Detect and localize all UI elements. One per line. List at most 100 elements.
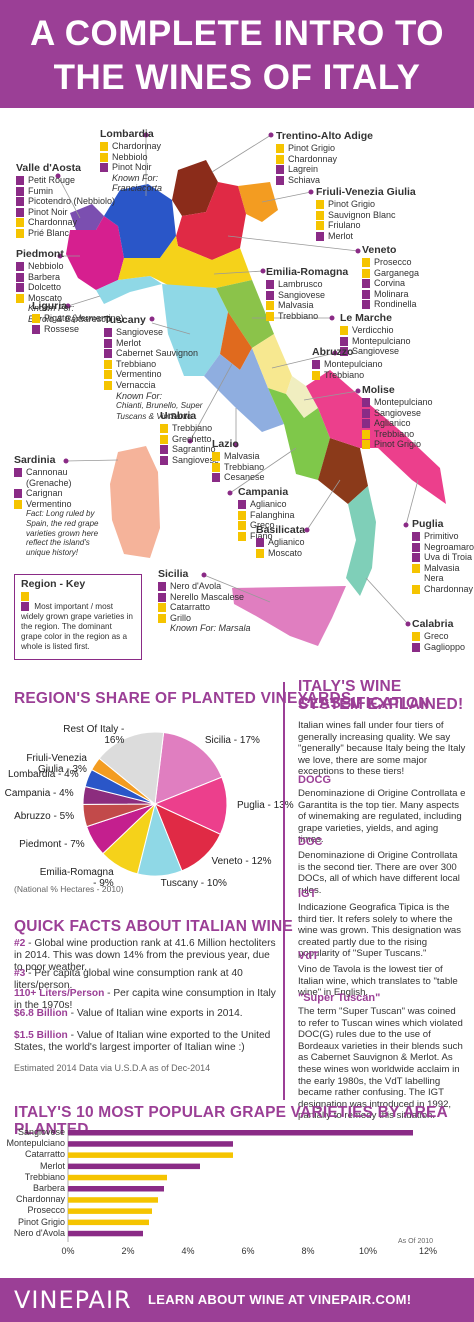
fact-5: $1.5 Billion - Value of Italian wine exp… bbox=[14, 1030, 271, 1053]
grapes-tick-label: 4% bbox=[181, 1246, 195, 1256]
region-umbria: Umbria Trebbiano Grechetto Sagrantino Sa… bbox=[160, 410, 220, 465]
grapes-bar bbox=[68, 1197, 158, 1203]
quick-facts-heading: QUICK FACTS ABOUT ITALIAN WINE bbox=[14, 918, 293, 935]
pie-label: Tuscany - 10% bbox=[160, 877, 227, 889]
tier-docg-title: DOCG bbox=[298, 774, 331, 786]
region-shape-calabria bbox=[346, 486, 376, 596]
grapes-tick-label: 2% bbox=[121, 1246, 135, 1256]
footer-banner: VINEPAIR LEARN ABOUT WINE AT VINEPAIR.CO… bbox=[0, 1278, 474, 1322]
italy-map bbox=[55, 132, 446, 646]
fact-4: $6.8 Billion - Value of Italian wine exp… bbox=[14, 1008, 243, 1019]
classification-intro: Italian wines fall under four tiers of g… bbox=[298, 720, 466, 778]
footer-cta-link[interactable]: LEARN ABOUT WINE AT VINEPAIR.COM! bbox=[148, 1292, 412, 1307]
region-shape-sicilia bbox=[232, 586, 346, 646]
tier-doc-title: DOC bbox=[298, 836, 323, 848]
section-divider bbox=[283, 682, 285, 1100]
region-shape-emilia bbox=[118, 236, 252, 288]
grapes-note: As Of 2010 bbox=[398, 1238, 434, 1245]
vinepair-logo[interactable]: VINEPAIR bbox=[14, 1286, 132, 1314]
region-shape-lombardia bbox=[104, 184, 176, 258]
title-line-1: A COMPLETE INTRO TO bbox=[30, 14, 444, 53]
classification-heading-2: SYSTEM EXPLAINED! bbox=[298, 696, 464, 713]
region-piedmont: Piedmont Nebbiolo Barbera Dolcetto Mosca… bbox=[16, 248, 112, 324]
region-shape-puglia bbox=[306, 370, 446, 504]
region-le-marche: Le Marche Verdicchio Montepulciano Sangi… bbox=[340, 312, 411, 357]
share-pie-chart bbox=[82, 731, 228, 877]
region-valle-daosta: Valle d'Aosta Petit Rouge Fumin Picotend… bbox=[16, 162, 116, 238]
fact-2: #3 - Per capita global wine consumption … bbox=[14, 968, 243, 991]
pie-label: Abruzzo - 5% bbox=[14, 810, 75, 822]
tier-igt-text: Indicazione Geografica Tipica is the thi… bbox=[298, 902, 461, 960]
grapes-tick-label: 8% bbox=[301, 1246, 315, 1256]
region-shape-piedmont bbox=[66, 216, 124, 290]
region-calabria: Calabria Greco Gaglioppo bbox=[412, 618, 466, 652]
map-key: Region - Key Most important / most widel… bbox=[14, 574, 142, 660]
grapes-bar bbox=[68, 1174, 167, 1181]
pie-label: Rest Of Italy - 16% bbox=[63, 723, 125, 746]
pie-slice bbox=[98, 731, 165, 805]
key-swatch-secondary bbox=[21, 602, 29, 612]
region-basilicata: Basilicata Aglianico Moscato bbox=[256, 524, 306, 558]
pie-label: Campania - 4% bbox=[4, 788, 74, 800]
share-note: (National % Hectares - 2010) bbox=[14, 884, 124, 894]
grapes-bar bbox=[68, 1152, 233, 1158]
region-shape-valle-daosta bbox=[70, 204, 104, 230]
region-tuscany: Tuscany Sangiovese Merlot Cabernet Sauvi… bbox=[104, 314, 214, 422]
region-shape-abruzzo bbox=[252, 334, 292, 394]
region-shape-veneto bbox=[176, 182, 246, 260]
grapes-category-label: Trebbiano bbox=[24, 1171, 65, 1182]
pie-label: Lombardia - 4% bbox=[8, 768, 79, 780]
share-heading: REGION'S SHARE OF PLANTED VINEYARDS bbox=[14, 690, 352, 707]
pie-label: Friuli-Venezia Giulia - 3% bbox=[26, 753, 87, 776]
facts-source: Estimated 2014 Data via U.S.D.A as of De… bbox=[14, 1063, 211, 1073]
pie-slice bbox=[153, 776, 228, 835]
fact-3: 110+ Liters/Person - Per capita wine con… bbox=[14, 988, 276, 1011]
region-shape-friuli bbox=[238, 182, 278, 222]
region-molise: Molise Montepulciano Sangiovese Aglianic… bbox=[362, 384, 433, 450]
region-veneto: Veneto Prosecco Garganega Corvina Molina… bbox=[362, 244, 420, 310]
grapes-category-label: Catarratto bbox=[24, 1149, 65, 1160]
region-lazio: Lazio Malvasia Trebbiano Cesanese bbox=[212, 438, 265, 483]
grapes-bar bbox=[68, 1219, 149, 1226]
classification-heading-1: ITALY'S WINE CLASSIFICATION bbox=[298, 678, 430, 712]
region-abruzzo: Abruzzo Montepulciano Trebbiano bbox=[312, 346, 383, 380]
tier-doc-text: Denominazione di Origine Controllata is … bbox=[298, 850, 460, 896]
region-shape-molise bbox=[286, 376, 318, 418]
header-banner: A COMPLETE INTRO TO THE WINES OF ITALY bbox=[0, 0, 474, 108]
tier-vdt-title: VdT bbox=[298, 950, 319, 962]
region-lombardia: Lombardia Chardonnay Nebbiolo Pinot Noir… bbox=[100, 128, 163, 194]
pie-label: Veneto - 12% bbox=[211, 856, 272, 867]
grapes-category-label: Nero d'Avola bbox=[13, 1227, 65, 1238]
tier-docg-text: Denominazione di Origine Controllata e G… bbox=[298, 788, 466, 846]
title-line-2: THE WINES OF ITALY bbox=[53, 58, 421, 97]
region-sardinia: Sardinia Cannonau (Grenache) Carignan Ve… bbox=[14, 454, 106, 557]
grapes-category-label: Pinot Grigio bbox=[17, 1216, 65, 1227]
grapes-category-label: Prosecco bbox=[27, 1205, 65, 1216]
fact-1: #2 - Global wine production rank at 41.6… bbox=[14, 938, 276, 973]
grapes-tick-label: 12% bbox=[418, 1246, 437, 1256]
pie-label: Sicilia - 17% bbox=[204, 734, 260, 746]
grapes-bar bbox=[68, 1230, 143, 1237]
grapes-tick-label: 0% bbox=[61, 1246, 75, 1256]
region-trentino: Trentino-Alto Adige Pinot Grigio Chardon… bbox=[276, 130, 374, 185]
grapes-category-label: Sangiovese bbox=[17, 1127, 65, 1137]
region-campania: Campania Aglianico Falanghina Greco Fian… bbox=[238, 486, 295, 541]
grapes-bar bbox=[68, 1141, 233, 1147]
region-shape-trentino bbox=[172, 160, 218, 216]
tier-super-tuscan-title: "Super Tuscan" bbox=[298, 992, 381, 1004]
region-puglia: Puglia Primitivo Negroamaro Uva di Troia… bbox=[412, 518, 474, 594]
region-shape-le-marche bbox=[216, 280, 274, 348]
tier-igt-title: IGT bbox=[298, 888, 317, 900]
region-shape-lazio bbox=[204, 348, 284, 432]
pie-label: Puglia - 13% bbox=[236, 800, 294, 812]
region-shape-campania bbox=[268, 388, 330, 480]
pie-slice bbox=[154, 731, 223, 805]
region-shape-basilicata bbox=[318, 438, 368, 504]
grapes-category-label: Barbera bbox=[32, 1183, 65, 1193]
region-shape-sardinia bbox=[110, 446, 160, 558]
tier-vdt-text: Vino de Tavola is the lowest tier of Ita… bbox=[298, 964, 458, 999]
grapes-category-label: Montepulciano bbox=[6, 1138, 65, 1149]
region-shape-liguria bbox=[96, 276, 162, 304]
grapes-bar bbox=[68, 1163, 200, 1170]
pie-label: Piedmont - 7% bbox=[19, 839, 85, 851]
